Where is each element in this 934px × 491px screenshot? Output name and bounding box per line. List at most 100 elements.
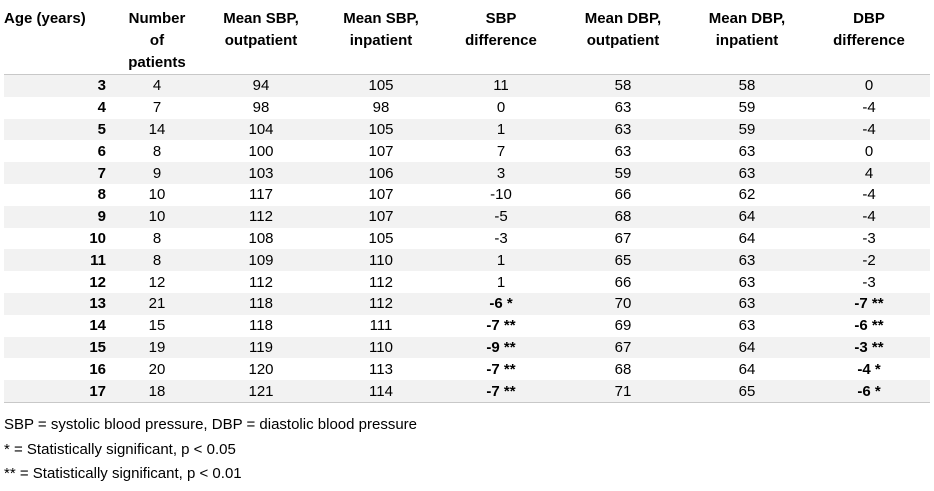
patients-cell: 10 (112, 205, 202, 228)
dbp-difference-cell: -7 ** (808, 292, 930, 315)
sbp-inpatient-cell: 107 (368, 186, 394, 204)
column-header-line: inpatient (715, 32, 779, 49)
column-header-line: Mean DBP, (708, 10, 786, 27)
dbp-outpatient-cell: 63 (614, 142, 632, 160)
sbp-difference-cell: -7 ** (442, 380, 560, 403)
sbp-inpatient-cell: 110 (320, 249, 442, 272)
age-cell: 10 (89, 229, 106, 247)
table-body: 3 4 94 105 11 58 58 0 4 7 98 98 0 63 59 -4 5 14 104 105 1 63 5… (4, 74, 930, 403)
sbp-difference-cell: -5 (442, 205, 560, 228)
age-cell: 13 (4, 292, 112, 315)
dbp-outpatient-cell: 59 (560, 162, 686, 184)
dbp-inpatient-cell: 63 (738, 317, 756, 335)
dbp-inpatient-cell: 63 (686, 162, 808, 184)
column-header-line: SBP (485, 10, 517, 27)
sbp-difference-cell: -7 ** (486, 360, 516, 378)
age-cell: 6 (97, 142, 106, 160)
column-header-line: outpatient (224, 32, 298, 49)
dbp-outpatient-cell: 63 (560, 118, 686, 141)
sbp-outpatient-cell: 103 (202, 162, 320, 184)
dbp-outpatient-cell: 66 (614, 186, 632, 204)
age-cell: 17 (4, 380, 112, 403)
dbp-difference-cell: -4 (862, 99, 876, 117)
sbp-outpatient-cell: 120 (248, 360, 274, 378)
column-header-age: Age (years) (4, 4, 112, 75)
column-header-line: difference (465, 32, 537, 49)
table-row: 11 8 109 110 1 65 63 -2 (4, 249, 930, 272)
sbp-inpatient-cell: 112 (320, 292, 442, 315)
patients-cell: 15 (148, 317, 166, 335)
sbp-outpatient-cell: 94 (202, 74, 320, 97)
sbp-difference-cell: 3 (442, 162, 560, 184)
table-row: 12 12 112 112 1 66 63 -3 (4, 271, 930, 293)
dbp-difference-cell: -3 (862, 273, 876, 291)
dbp-inpatient-cell: 59 (738, 99, 756, 117)
patients-cell: 10 (148, 186, 166, 204)
dbp-difference-cell: -4 (808, 205, 930, 228)
dbp-inpatient-cell: 63 (738, 273, 756, 291)
dbp-outpatient-cell: 66 (614, 273, 632, 291)
dbp-outpatient-cell: 58 (560, 74, 686, 97)
column-header-line: of (149, 32, 165, 49)
sbp-difference-cell: -6 * (442, 292, 560, 315)
patients-cell: 4 (112, 74, 202, 97)
column-header-line: Mean SBP, (343, 10, 419, 27)
table-row: 7 9 103 106 3 59 63 4 (4, 162, 930, 184)
age-cell: 8 (97, 186, 106, 204)
dbp-difference-cell: -6 ** (854, 317, 884, 335)
age-cell: 7 (4, 162, 112, 184)
sbp-outpatient-cell: 117 (249, 186, 273, 204)
dbp-inpatient-cell: 64 (686, 336, 808, 359)
column-header-dbp-difference: DBP difference (808, 4, 930, 75)
column-header-patients: Number of patients (112, 4, 202, 75)
column-header-line: inpatient (349, 32, 413, 49)
patients-cell: 21 (112, 292, 202, 315)
patients-cell: 7 (152, 99, 162, 117)
sbp-inpatient-cell: 105 (320, 118, 442, 141)
table-row: 8 10 117 107 -10 66 62 -4 (4, 184, 930, 206)
sbp-inpatient-cell: 105 (320, 74, 442, 97)
footnote-significance-001: ** = Statistically significant, p < 0.01 (4, 465, 242, 482)
sbp-inpatient-cell: 105 (368, 229, 394, 247)
table-row: 10 8 108 105 -3 67 64 -3 (4, 228, 930, 250)
age-cell: 9 (4, 205, 112, 228)
table-row: 17 18 121 114 -7 ** 71 65 -6 * (4, 380, 930, 403)
sbp-inpatient-cell: 107 (320, 205, 442, 228)
sbp-inpatient-cell: 113 (369, 360, 393, 378)
sbp-outpatient-cell: 100 (248, 142, 274, 160)
sbp-outpatient-cell: 98 (252, 99, 270, 117)
sbp-outpatient-cell: 118 (249, 317, 273, 335)
sbp-outpatient-cell: 112 (249, 273, 273, 291)
column-header-mean-sbp-inpatient: Mean SBP, inpatient (320, 4, 442, 75)
column-header-line: patients (128, 54, 186, 71)
patients-cell: 18 (112, 380, 202, 403)
column-header-line: Mean SBP, (223, 10, 299, 27)
dbp-outpatient-cell: 68 (614, 360, 632, 378)
dbp-inpatient-cell: 63 (738, 142, 756, 160)
footnote-significance-005: * = Statistically significant, p < 0.05 (4, 440, 236, 458)
table-row: 13 21 118 112 -6 * 70 63 -7 ** (4, 292, 930, 315)
dbp-difference-cell: -4 * (857, 360, 881, 378)
dbp-outpatient-cell: 71 (560, 380, 686, 403)
age-cell: 16 (89, 360, 106, 378)
sbp-outpatient-cell: 104 (202, 118, 320, 141)
sbp-inpatient-cell: 110 (320, 336, 442, 359)
dbp-difference-cell: -3 ** (808, 336, 930, 359)
dbp-inpatient-cell: 64 (738, 360, 756, 378)
column-header-line: difference (833, 32, 905, 49)
sbp-difference-cell: 0 (496, 99, 506, 117)
dbp-outpatient-cell: 67 (614, 229, 632, 247)
dbp-inpatient-cell: 63 (686, 292, 808, 315)
patients-cell: 14 (112, 118, 202, 141)
sbp-difference-cell: 1 (442, 249, 560, 272)
table-row: 14 15 118 111 -7 ** 69 63 -6 ** (4, 315, 930, 337)
table-row: 4 7 98 98 0 63 59 -4 (4, 97, 930, 119)
dbp-outpatient-cell: 65 (560, 249, 686, 272)
dbp-difference-cell: -4 (862, 186, 876, 204)
dbp-difference-cell: -2 (808, 249, 930, 272)
dbp-inpatient-cell: 62 (738, 186, 756, 204)
column-header-mean-dbp-outpatient: Mean DBP, outpatient (560, 4, 686, 75)
sbp-outpatient-cell: 109 (202, 249, 320, 272)
sbp-inpatient-cell: 107 (368, 142, 394, 160)
dbp-outpatient-cell: 67 (560, 336, 686, 359)
